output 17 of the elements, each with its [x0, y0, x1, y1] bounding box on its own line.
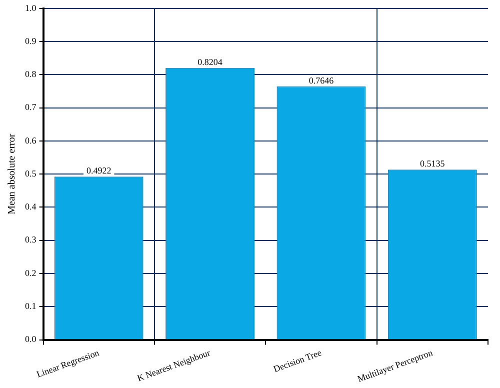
y-axis-title: Mean absolute error: [6, 133, 18, 214]
data-label: 0.8204: [198, 56, 223, 67]
y-tick-label: 0.7: [25, 102, 37, 112]
y-tick-label: 0.2: [25, 268, 36, 278]
y-tick-label: 0.8: [25, 69, 37, 80]
y-tick-label: 0.3: [25, 234, 37, 245]
data-label: 0.4922: [86, 166, 112, 176]
y-tick-label: 0.9: [25, 36, 37, 46]
data-label: 0.5135: [420, 158, 446, 168]
y-tick-label: 1.0: [25, 2, 37, 13]
y-tick-label: 0.4: [25, 202, 37, 212]
y-tick-label: 0.5: [25, 168, 37, 178]
y-tick-label: 0.0: [25, 334, 37, 344]
y-tick-label: 0.6: [25, 135, 37, 146]
x-tick-label: Decision Tree: [272, 348, 323, 374]
y-tick-label: 0.1: [25, 300, 36, 311]
data-label: 0.7646: [308, 75, 334, 86]
